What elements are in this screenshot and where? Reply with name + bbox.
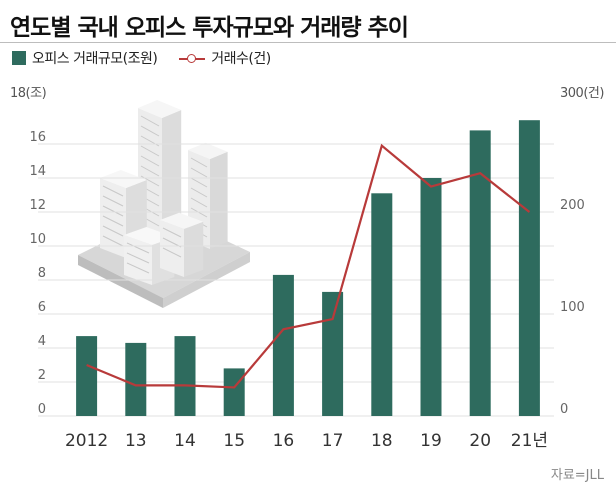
left-tick-label: 4 (38, 334, 46, 349)
bar-17 (322, 291, 344, 416)
left-tick-label: 8 (38, 266, 46, 281)
transaction-count-line (86, 143, 531, 389)
left-tick-label: 16 (29, 130, 46, 145)
bar-19 (420, 178, 442, 416)
bar-21년 (518, 120, 540, 416)
right-tick-label: 100 (560, 300, 585, 315)
source-note: 자료=JLL (550, 468, 604, 483)
x-tick-label: 15 (223, 431, 245, 451)
title-divider (0, 42, 616, 43)
x-tick-label: 14 (174, 431, 196, 451)
right-tick-label: 200 (560, 198, 585, 213)
x-tick-label: 13 (125, 431, 147, 451)
office-buildings-illustration (78, 100, 250, 308)
left-tick-label: 14 (29, 164, 46, 179)
bar-18 (371, 193, 393, 416)
left-tick-label: 10 (29, 232, 46, 247)
x-tick-label: 2012 (65, 431, 108, 451)
left-axis-unit: 18(조) (10, 86, 47, 101)
legend-bar-swatch (12, 51, 26, 65)
x-tick-label: 19 (420, 431, 442, 451)
right-tick-label: 0 (560, 402, 568, 417)
x-tick-label: 16 (273, 431, 295, 451)
left-tick-label: 12 (29, 198, 46, 213)
bar-2012 (76, 336, 98, 416)
left-tick-label: 0 (38, 402, 46, 417)
bar-20 (469, 130, 491, 416)
legend-line-marker (179, 51, 206, 65)
bar-15 (223, 368, 245, 416)
x-tick-label: 18 (371, 431, 393, 451)
legend: 오피스 거래규모(조원) 거래수(건) (12, 48, 271, 68)
bar-14 (174, 336, 196, 416)
left-tick-label: 6 (38, 300, 46, 315)
left-tick-label: 2 (38, 368, 46, 383)
x-tick-label: 20 (469, 431, 491, 451)
x-tick-label: 17 (322, 431, 344, 451)
bar-13 (125, 342, 147, 416)
legend-line-label: 거래수(건) (211, 51, 271, 67)
bar-16 (272, 274, 294, 416)
chart-title: 연도별 국내 오피스 투자규모와 거래량 추이 (10, 15, 409, 41)
right-axis-unit: 300(건) (560, 86, 604, 101)
legend-bar-label: 오피스 거래규모(조원) (32, 51, 158, 67)
x-tick-label: 21년 (511, 431, 548, 451)
